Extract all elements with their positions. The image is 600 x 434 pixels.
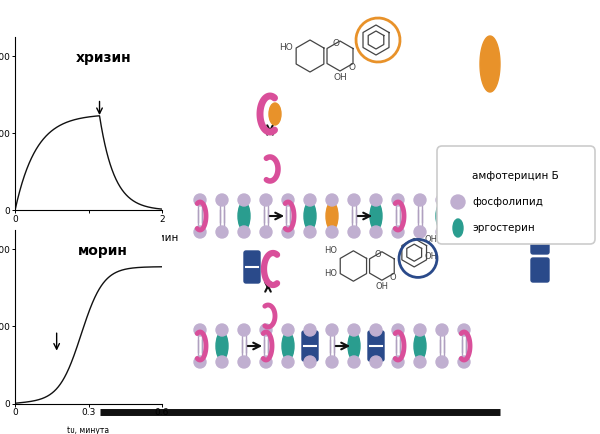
FancyBboxPatch shape bbox=[244, 251, 260, 283]
Circle shape bbox=[238, 226, 250, 238]
Circle shape bbox=[304, 226, 316, 238]
Circle shape bbox=[282, 324, 294, 336]
Circle shape bbox=[458, 194, 470, 206]
Circle shape bbox=[216, 194, 228, 206]
Circle shape bbox=[238, 324, 250, 336]
Circle shape bbox=[304, 324, 316, 336]
Circle shape bbox=[458, 324, 470, 336]
Text: хризин: хризин bbox=[76, 51, 131, 65]
Circle shape bbox=[348, 356, 360, 368]
Polygon shape bbox=[480, 36, 500, 92]
Circle shape bbox=[436, 194, 448, 206]
Text: OH: OH bbox=[333, 73, 347, 82]
Circle shape bbox=[194, 194, 206, 206]
Circle shape bbox=[392, 324, 404, 336]
Circle shape bbox=[304, 356, 316, 368]
Text: OH: OH bbox=[425, 235, 438, 244]
Ellipse shape bbox=[282, 332, 294, 360]
Text: O: O bbox=[349, 63, 355, 72]
Circle shape bbox=[370, 194, 382, 206]
Circle shape bbox=[436, 356, 448, 368]
Circle shape bbox=[282, 226, 294, 238]
Circle shape bbox=[194, 356, 206, 368]
Circle shape bbox=[414, 226, 426, 238]
Circle shape bbox=[392, 226, 404, 238]
Ellipse shape bbox=[453, 219, 463, 237]
Circle shape bbox=[414, 356, 426, 368]
Circle shape bbox=[216, 324, 228, 336]
Circle shape bbox=[436, 226, 448, 238]
Circle shape bbox=[304, 194, 316, 206]
Ellipse shape bbox=[326, 202, 338, 230]
Circle shape bbox=[282, 356, 294, 368]
Text: t, мин: t, мин bbox=[146, 233, 178, 243]
Circle shape bbox=[194, 226, 206, 238]
Circle shape bbox=[260, 226, 272, 238]
Text: O: O bbox=[332, 39, 340, 49]
Ellipse shape bbox=[238, 202, 250, 230]
Circle shape bbox=[414, 324, 426, 336]
Text: фосфолипид: фосфолипид bbox=[472, 197, 543, 207]
Circle shape bbox=[238, 194, 250, 206]
Text: HO: HO bbox=[324, 269, 337, 278]
FancyBboxPatch shape bbox=[302, 331, 318, 361]
Circle shape bbox=[436, 324, 448, 336]
Circle shape bbox=[260, 194, 272, 206]
Circle shape bbox=[260, 356, 272, 368]
Circle shape bbox=[326, 194, 338, 206]
Text: OH: OH bbox=[376, 283, 388, 291]
Circle shape bbox=[370, 356, 382, 368]
FancyBboxPatch shape bbox=[368, 331, 384, 361]
Circle shape bbox=[348, 226, 360, 238]
Ellipse shape bbox=[216, 332, 228, 360]
Ellipse shape bbox=[370, 202, 382, 230]
Circle shape bbox=[326, 324, 338, 336]
FancyBboxPatch shape bbox=[437, 146, 595, 244]
Circle shape bbox=[348, 194, 360, 206]
Circle shape bbox=[194, 324, 206, 336]
Circle shape bbox=[370, 226, 382, 238]
Text: OH: OH bbox=[425, 252, 438, 261]
Circle shape bbox=[326, 226, 338, 238]
Text: O: O bbox=[390, 273, 397, 282]
Circle shape bbox=[282, 194, 294, 206]
Circle shape bbox=[348, 324, 360, 336]
Circle shape bbox=[392, 194, 404, 206]
Ellipse shape bbox=[348, 332, 360, 360]
Circle shape bbox=[238, 356, 250, 368]
Circle shape bbox=[326, 356, 338, 368]
FancyBboxPatch shape bbox=[531, 230, 549, 254]
Circle shape bbox=[451, 195, 465, 209]
Text: O: O bbox=[375, 250, 382, 259]
Text: tᴜ, минута: tᴜ, минута bbox=[67, 426, 110, 434]
Circle shape bbox=[414, 194, 426, 206]
Ellipse shape bbox=[414, 332, 426, 360]
Text: морин: морин bbox=[78, 244, 128, 258]
Text: HO: HO bbox=[279, 43, 293, 53]
FancyBboxPatch shape bbox=[531, 258, 549, 282]
Text: HO: HO bbox=[324, 247, 337, 255]
Circle shape bbox=[216, 226, 228, 238]
Circle shape bbox=[458, 226, 470, 238]
Circle shape bbox=[458, 356, 470, 368]
Circle shape bbox=[392, 356, 404, 368]
Ellipse shape bbox=[436, 202, 448, 230]
Ellipse shape bbox=[304, 202, 316, 230]
Circle shape bbox=[260, 324, 272, 336]
Circle shape bbox=[370, 324, 382, 336]
Circle shape bbox=[216, 356, 228, 368]
Text: амфотерицин Б: амфотерицин Б bbox=[472, 171, 559, 181]
Ellipse shape bbox=[269, 103, 281, 125]
Text: эргостерин: эргостерин bbox=[472, 223, 535, 233]
